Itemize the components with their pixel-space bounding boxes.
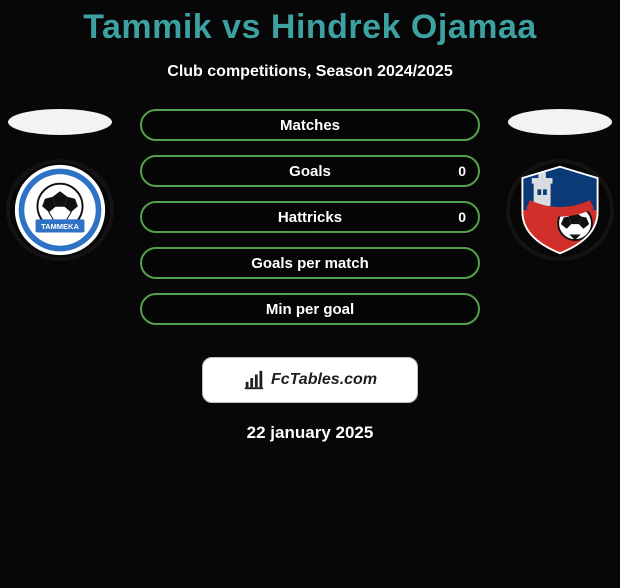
stat-bar-goals-per-match: Goals per match (140, 247, 480, 279)
comparison-container: TAMMEKA (0, 109, 620, 329)
stat-label: Hattricks (278, 209, 342, 226)
stat-right-value: 0 (458, 209, 466, 225)
attribution-badge: FcTables.com (202, 357, 418, 403)
svg-text:TAMMEKA: TAMMEKA (41, 222, 79, 231)
left-player-placeholder (8, 109, 112, 135)
stat-label: Goals (289, 163, 331, 180)
stat-right-value: 0 (458, 163, 466, 179)
subtitle: Club competitions, Season 2024/2025 (0, 63, 620, 81)
date-label: 22 january 2025 (0, 423, 620, 443)
stat-label: Matches (280, 117, 340, 134)
stat-bar-goals: Goals 0 (140, 155, 480, 187)
left-team-crest: TAMMEKA (10, 163, 110, 257)
stat-label: Min per goal (266, 301, 354, 318)
stat-bar-min-per-goal: Min per goal (140, 293, 480, 325)
stat-label: Goals per match (251, 255, 369, 272)
left-team-slot: TAMMEKA (0, 109, 120, 257)
bar-chart-icon (243, 369, 265, 391)
stat-bars: Matches Goals 0 Hattricks 0 Goals per ma… (140, 109, 480, 325)
right-team-slot (500, 109, 620, 257)
right-team-crest (510, 163, 610, 257)
right-player-placeholder (508, 109, 612, 135)
stat-bar-matches: Matches (140, 109, 480, 141)
page-title: Tammik vs Hindrek Ojamaa (0, 8, 620, 47)
stat-bar-hattricks: Hattricks 0 (140, 201, 480, 233)
attribution-text: FcTables.com (271, 371, 377, 389)
